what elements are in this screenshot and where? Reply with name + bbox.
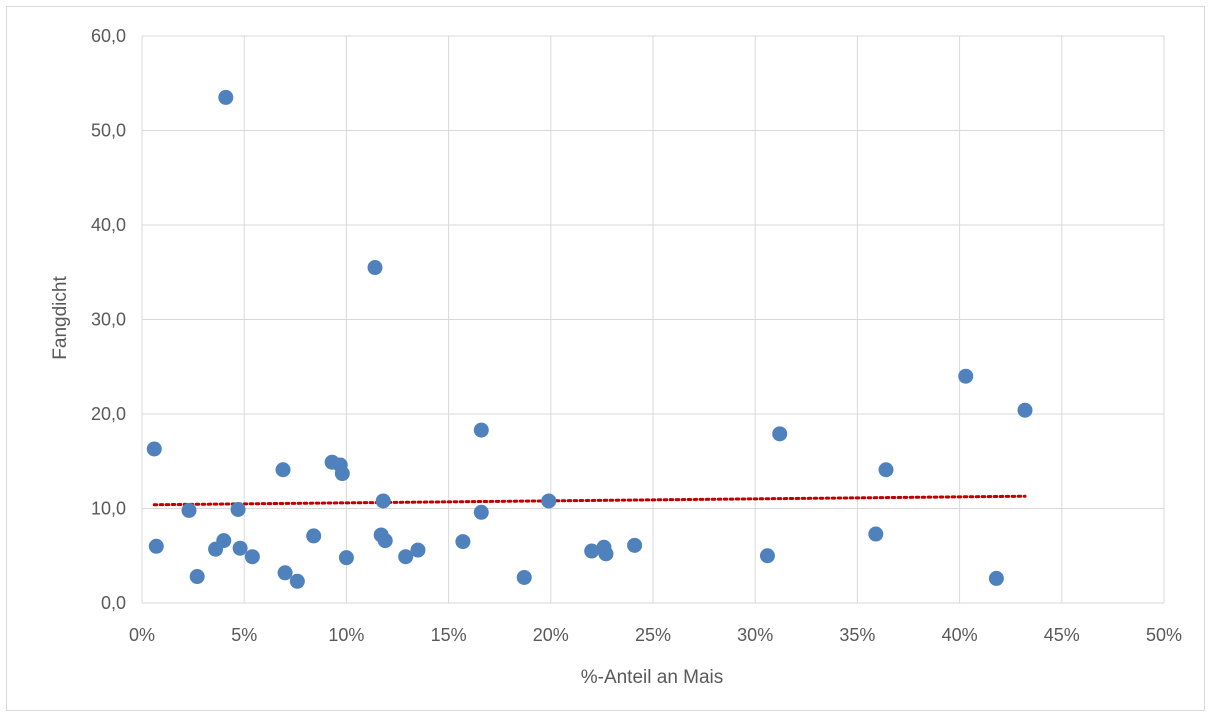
x-tick-label: 10%	[328, 625, 364, 645]
x-tick-label: 0%	[129, 625, 155, 645]
x-tick-label: 40%	[942, 625, 978, 645]
data-point	[398, 549, 414, 565]
point-layer	[146, 89, 1033, 589]
data-point	[1017, 402, 1033, 418]
data-point	[338, 550, 354, 566]
x-tick-label: 35%	[839, 625, 875, 645]
y-tick-label: 0,0	[101, 593, 126, 613]
data-point	[958, 368, 974, 384]
data-point	[988, 570, 1004, 586]
data-point	[230, 501, 246, 517]
data-point	[541, 493, 557, 509]
data-point	[189, 569, 205, 585]
trendline-layer	[152, 494, 1027, 507]
data-point	[375, 493, 391, 509]
data-point	[275, 462, 291, 478]
data-point	[878, 462, 894, 478]
y-tick-label: 40,0	[91, 215, 126, 235]
data-point	[473, 422, 489, 438]
y-tick-label: 10,0	[91, 499, 126, 519]
trendline	[152, 494, 1027, 507]
x-tick-label: 30%	[737, 625, 773, 645]
data-point	[334, 466, 350, 482]
data-point	[868, 526, 884, 542]
data-point	[516, 569, 532, 585]
data-point	[277, 565, 293, 581]
x-tick-labels: 0% 5% 10% 15% 20% 25% 30% 35% 40% 45% 50%	[129, 625, 1182, 645]
data-point	[455, 534, 471, 550]
grid-layer	[141, 35, 1165, 604]
y-tick-label: 60,0	[91, 26, 126, 46]
data-point	[598, 546, 614, 562]
data-point	[367, 260, 383, 276]
y-axis-title: Fangdicht	[50, 276, 71, 360]
x-tick-label: 50%	[1146, 625, 1182, 645]
data-point	[289, 573, 305, 589]
y-tick-label: 30,0	[91, 310, 126, 330]
y-tick-label: 50,0	[91, 121, 126, 141]
data-point	[218, 89, 234, 105]
y-tick-label: 20,0	[91, 404, 126, 424]
data-point	[473, 504, 489, 520]
data-point	[216, 533, 232, 549]
data-point	[148, 538, 164, 554]
x-tick-label: 5%	[231, 625, 257, 645]
data-point	[181, 502, 197, 518]
chart-frame	[6, 6, 1205, 711]
data-point	[232, 540, 248, 556]
y-tick-labels: 0,0 10,0 20,0 30,0 40,0 50,0 60,0	[91, 26, 126, 613]
data-point	[410, 542, 426, 558]
data-point	[244, 549, 260, 565]
data-point	[772, 426, 788, 442]
x-tick-label: 25%	[635, 625, 671, 645]
x-tick-label: 20%	[533, 625, 569, 645]
data-point	[584, 543, 600, 559]
data-point	[377, 533, 393, 549]
data-point	[146, 441, 162, 457]
x-axis-title: %-Anteil an Mais	[581, 667, 724, 688]
data-point	[759, 548, 775, 564]
data-point	[627, 537, 643, 553]
data-point	[306, 528, 322, 544]
x-tick-label: 15%	[431, 625, 467, 645]
x-tick-label: 45%	[1044, 625, 1080, 645]
